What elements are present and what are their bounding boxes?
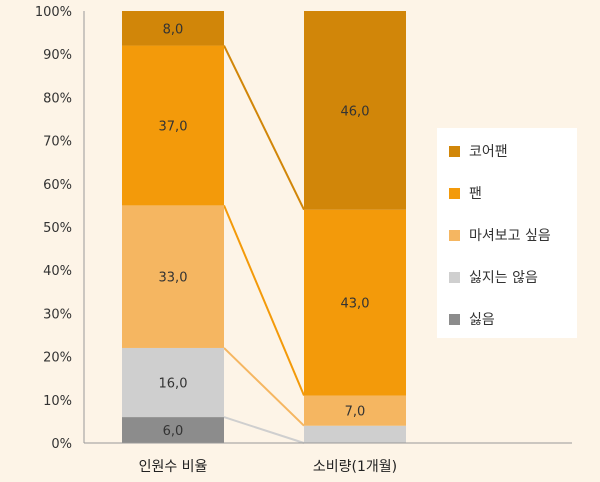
bar-segment xyxy=(122,347,224,418)
connector-line xyxy=(223,416,305,444)
connector-lines xyxy=(223,45,305,444)
bars: 6,0 16,0 33,0 37,0 8,0 7,0 43,0 46,0 xyxy=(122,11,406,443)
y-tick-label: 100% xyxy=(35,5,72,20)
legend-label: 싫음 xyxy=(469,312,495,328)
bar-value-label: 37,0 xyxy=(159,119,188,134)
y-tick-label: 0% xyxy=(51,437,72,452)
legend-label: 마셔보고 싶음 xyxy=(469,228,551,244)
axes: 0% 10% 20% 30% 40% 50% 60% 70% 80% 90% 100% 인원수 비율 소… xyxy=(35,5,572,475)
bar-segment xyxy=(304,11,406,210)
legend-label: 코어팬 xyxy=(469,144,508,160)
y-tick-label: 70% xyxy=(43,135,72,150)
connector-line xyxy=(223,205,305,396)
x-category-label: 인원수 비율 xyxy=(139,459,208,475)
y-tick-label: 90% xyxy=(43,48,72,63)
legend-label: 팬 xyxy=(469,186,482,202)
bar-value-label: 46,0 xyxy=(341,104,370,119)
bar-value-label: 7,0 xyxy=(345,405,366,420)
bar-value-label: 16,0 xyxy=(159,377,188,392)
bar-segment xyxy=(122,417,224,443)
bar-value-label: 33,0 xyxy=(159,271,188,286)
legend-label: 싫지는 않음 xyxy=(469,270,538,286)
y-tick-label: 80% xyxy=(43,91,72,106)
bar-segment xyxy=(122,45,224,206)
connector-line xyxy=(223,347,305,427)
bar-segment xyxy=(304,395,406,426)
y-tick-label: 20% xyxy=(43,351,72,366)
y-tick-label: 40% xyxy=(43,264,72,279)
connector-line xyxy=(223,45,305,211)
bar-segment xyxy=(304,425,406,443)
x-category-label: 소비량(1개월) xyxy=(313,459,397,475)
legend-swatch xyxy=(449,314,460,325)
legend-swatch xyxy=(449,272,460,283)
bar-segment xyxy=(304,209,406,396)
bar-segment xyxy=(122,205,224,348)
bar-segment xyxy=(122,11,224,46)
y-tick-label: 60% xyxy=(43,178,72,193)
bar-value-label: 6,0 xyxy=(163,424,184,439)
bar-value-label: 8,0 xyxy=(163,22,184,37)
legend-swatch xyxy=(449,230,460,241)
legend-box xyxy=(437,128,577,338)
y-tick-label: 50% xyxy=(43,221,72,236)
legend-swatch xyxy=(449,146,460,157)
legend-swatch xyxy=(449,188,460,199)
y-tick-label: 30% xyxy=(43,307,72,322)
bar-value-label: 43,0 xyxy=(341,297,370,312)
y-tick-label: 10% xyxy=(43,394,72,409)
